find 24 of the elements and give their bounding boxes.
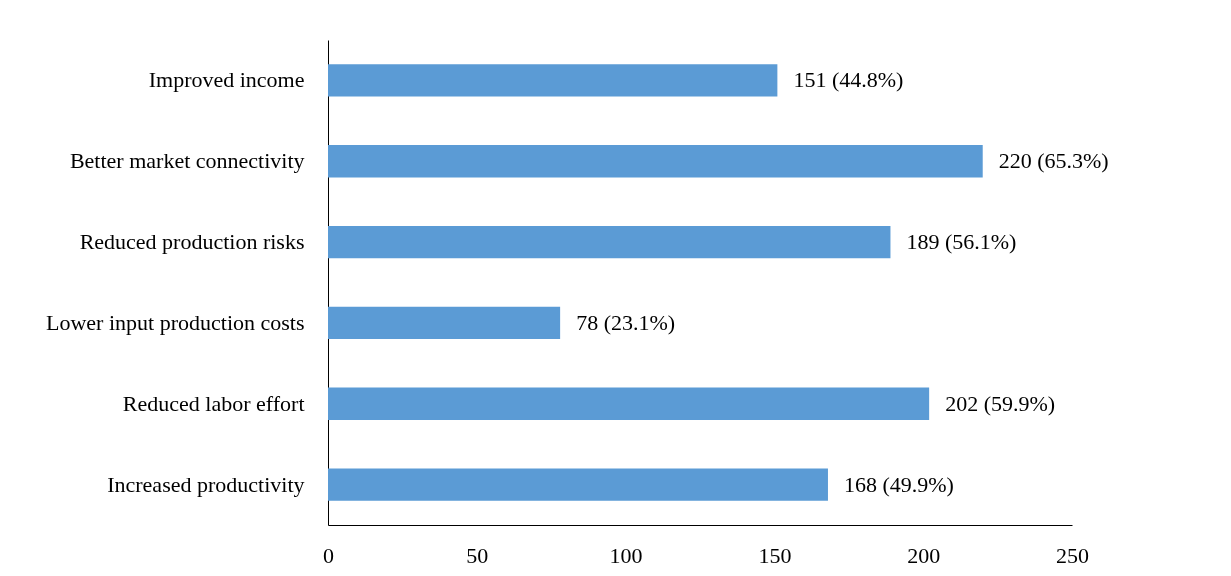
bar bbox=[328, 64, 778, 97]
bar bbox=[328, 387, 930, 420]
data-label: 220 (65.3%) bbox=[998, 148, 1109, 174]
x-tick-label: 250 bbox=[1056, 542, 1089, 568]
x-tick-label: 50 bbox=[466, 542, 489, 568]
bar bbox=[328, 468, 828, 501]
y-tick-label: Improved income bbox=[148, 67, 305, 93]
x-tick-label: 100 bbox=[609, 542, 643, 568]
bar bbox=[328, 306, 561, 340]
x-tick-label: 0 bbox=[323, 542, 334, 568]
x-tick-label: 200 bbox=[907, 542, 941, 568]
data-label: 168 (49.9%) bbox=[843, 471, 954, 497]
bar bbox=[328, 145, 983, 178]
bar bbox=[328, 225, 891, 259]
y-tick-label: Lower input production costs bbox=[46, 309, 305, 335]
y-tick-label: Reduced production risks bbox=[79, 229, 305, 255]
data-label: 151 (44.8%) bbox=[793, 67, 904, 93]
y-tick-label: Reduced labor effort bbox=[122, 390, 305, 416]
y-tick-label: Increased productivity bbox=[107, 471, 305, 497]
data-label: 202 (59.9%) bbox=[945, 390, 1056, 416]
data-label: 189 (56.1%) bbox=[906, 229, 1017, 255]
x-tick-label: 150 bbox=[758, 542, 792, 568]
data-label: 78 (23.1%) bbox=[576, 309, 676, 335]
y-tick-label: Better market connectivity bbox=[69, 148, 305, 174]
